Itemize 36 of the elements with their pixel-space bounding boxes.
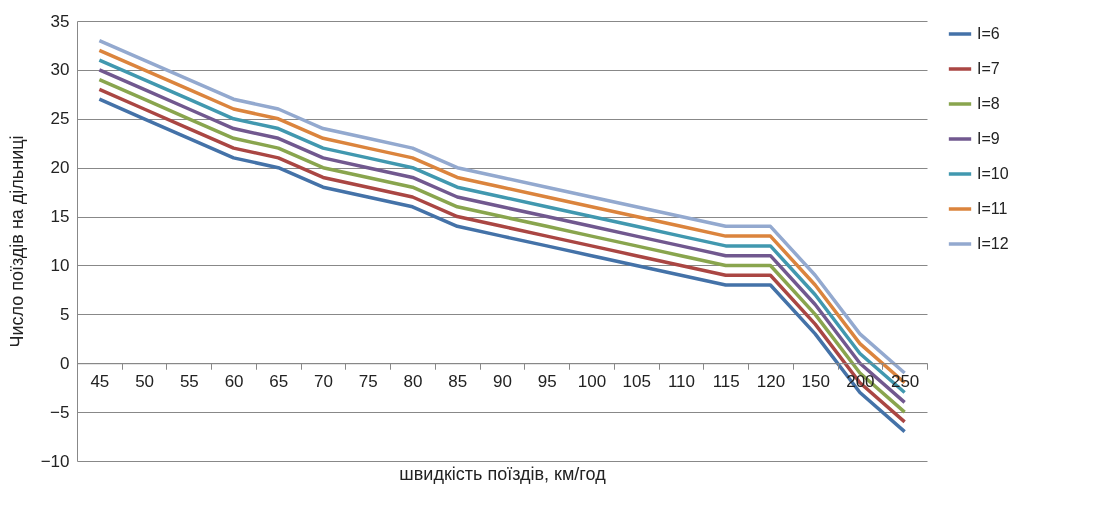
y-tick-label: 0 bbox=[60, 353, 70, 373]
legend-label: I=6 bbox=[977, 25, 1000, 42]
y-tick-label: 20 bbox=[50, 158, 70, 178]
x-tick-label: 150 bbox=[801, 371, 830, 391]
x-tick-label: 70 bbox=[314, 371, 334, 391]
x-tick-label: 110 bbox=[667, 371, 695, 391]
y-tick-label: 35 bbox=[50, 11, 70, 31]
x-tick-label: 115 bbox=[712, 371, 740, 391]
x-tick-label: 75 bbox=[358, 371, 378, 391]
legend-label: I=8 bbox=[977, 95, 1000, 112]
x-tick-label: 80 bbox=[403, 371, 423, 391]
x-tick-label: 120 bbox=[756, 371, 786, 391]
x-tick-label: 100 bbox=[577, 371, 607, 391]
x-tick-label: 55 bbox=[179, 371, 199, 391]
y-tick-label: −5 bbox=[50, 402, 70, 422]
legend-label: I=11 bbox=[977, 200, 1008, 217]
legend-label: I=9 bbox=[977, 130, 1000, 147]
y-tick-label: 25 bbox=[50, 109, 70, 129]
x-tick-label: 90 bbox=[493, 371, 512, 391]
x-axis-title: швидкість поїздів, км/год bbox=[399, 463, 607, 484]
x-tick-label: 50 bbox=[135, 371, 155, 391]
x-tick-label: 60 bbox=[224, 371, 244, 391]
x-tick-label: 65 bbox=[269, 371, 289, 391]
y-tick-label: 10 bbox=[50, 255, 70, 275]
y-tick-label: 5 bbox=[60, 304, 70, 324]
x-tick-label: 95 bbox=[537, 371, 557, 391]
x-tick-label: 45 bbox=[90, 371, 110, 391]
x-tick-label: 105 bbox=[622, 371, 651, 391]
legend-label: I=12 bbox=[977, 235, 1009, 252]
x-tick-label: 85 bbox=[448, 371, 468, 391]
legend-label: I=10 bbox=[977, 165, 1009, 182]
y-tick-label: 15 bbox=[50, 207, 70, 227]
y-axis-title: Число поїздів на дільниці bbox=[6, 135, 27, 348]
y-tick-label: −10 bbox=[40, 451, 70, 471]
y-tick-label: 30 bbox=[50, 60, 70, 80]
legend-label: I=7 bbox=[977, 60, 1000, 77]
